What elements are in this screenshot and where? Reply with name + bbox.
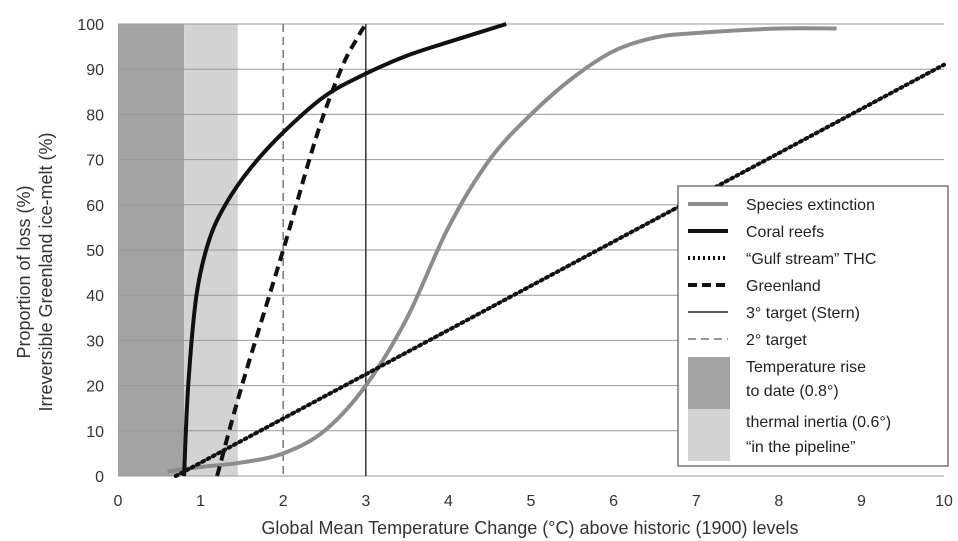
legend-label-3deg: 3° target (Stern): [746, 305, 860, 322]
legend-label-rise-line2: to date (0.8°): [746, 383, 839, 400]
y-axis-title-line2: Irreversible Greenland ice-melt (%): [36, 132, 56, 411]
y-tick-label-50: 50: [86, 243, 104, 260]
y-tick-label-30: 30: [86, 333, 104, 350]
x-tick-label-10: 10: [935, 493, 953, 510]
legend-label-inertia-line2: “in the pipeline”: [746, 439, 855, 456]
tick-labels-layer: 0 10 20 30 40 50 60 70 80 90 100 0 1 2 3 4 5 6 7 8 9 10: [77, 17, 953, 510]
legend-label-gulf: “Gulf stream” THC: [746, 251, 876, 268]
legend-label-greenland: Greenland: [746, 278, 821, 295]
y-tick-label-0: 0: [95, 469, 104, 486]
y-tick-label-20: 20: [86, 379, 104, 396]
x-tick-label-5: 5: [527, 493, 536, 510]
x-tick-label-6: 6: [609, 493, 618, 510]
y-tick-label-60: 60: [86, 198, 104, 215]
x-tick-label-1: 1: [196, 493, 205, 510]
y-tick-label-80: 80: [86, 107, 104, 124]
legend-label-2deg: 2° target: [746, 332, 807, 349]
legend: Species extinction Coral reefs “Gulf str…: [677, 185, 949, 467]
legend-swatch-rise-to-date: [688, 357, 730, 409]
x-tick-label-8: 8: [774, 493, 783, 510]
x-tick-label-9: 9: [857, 493, 866, 510]
x-tick-label-7: 7: [692, 493, 701, 510]
series-line-2: [173, 62, 946, 478]
legend-label-rise-line1: Temperature rise: [746, 359, 866, 376]
y-axis-title-line1: Proportion of loss (%): [14, 185, 34, 358]
vlines-layer: [282, 24, 367, 476]
legend-swatch-thermal-inertia: [688, 409, 730, 461]
legend-label-species: Species extinction: [746, 197, 875, 214]
x-tick-label-3: 3: [361, 493, 370, 510]
y-tick-label-40: 40: [86, 288, 104, 305]
series-line-1: [182, 22, 507, 477]
x-tick-label-4: 4: [444, 493, 453, 510]
legend-label-inertia-line1: thermal inertia (0.6°): [746, 414, 891, 431]
x-tick-label-0: 0: [114, 493, 123, 510]
x-axis-title: Global Mean Temperature Change (°C) abov…: [261, 518, 798, 538]
y-tick-label-70: 70: [86, 153, 104, 170]
series-line-3: [215, 22, 368, 477]
y-tick-label-90: 90: [86, 62, 104, 79]
series-line-0: [167, 26, 837, 474]
y-tick-label-100: 100: [77, 17, 104, 34]
series-layer: [167, 22, 946, 478]
y-tick-label-10: 10: [86, 424, 104, 441]
legend-label-coral: Coral reefs: [746, 224, 824, 241]
x-tick-label-2: 2: [279, 493, 288, 510]
